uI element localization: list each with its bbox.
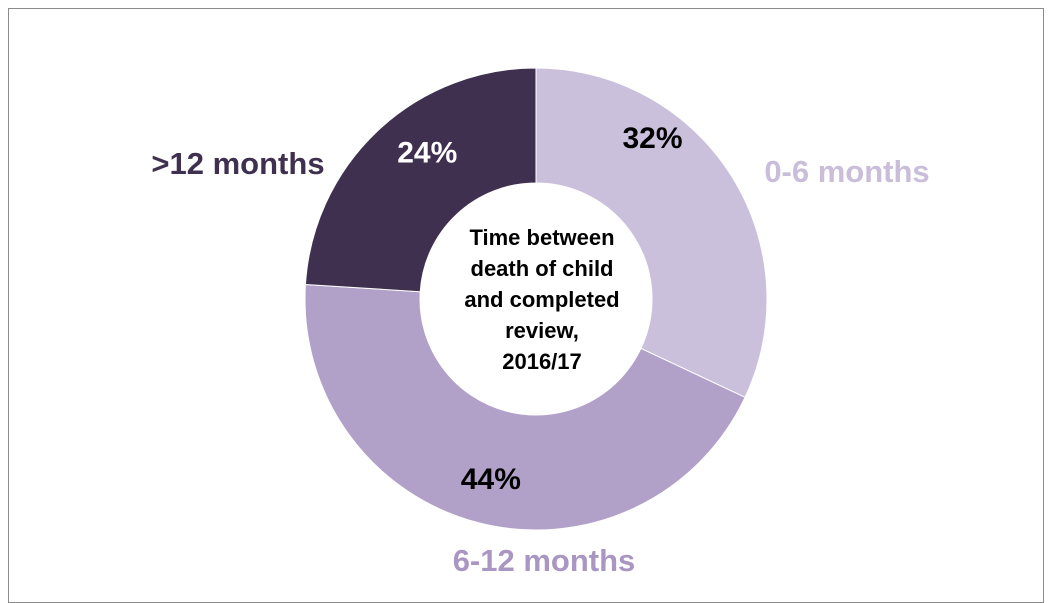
value-label: 24%: [397, 137, 457, 170]
slice-0-6-months: [535, 67, 768, 399]
slices-group: [304, 67, 768, 531]
donut-chart: 32% 44% 24% 0-6 months 6-12 months >12 month…: [151, 67, 930, 578]
value-label: 32%: [622, 122, 682, 155]
value-label: 44%: [461, 463, 521, 496]
category-labels-group: 0-6 months 6-12 months >12 months: [151, 146, 929, 578]
value-labels-group: 32% 44% 24%: [397, 122, 682, 496]
category-label: 0-6 months: [764, 154, 929, 189]
category-label: 6-12 months: [453, 543, 636, 578]
chart-title: Time between death of child and complete…: [464, 225, 620, 374]
slice-6-12-months: [304, 283, 746, 531]
slice-12-months: [304, 67, 537, 293]
category-label: >12 months: [151, 146, 324, 181]
